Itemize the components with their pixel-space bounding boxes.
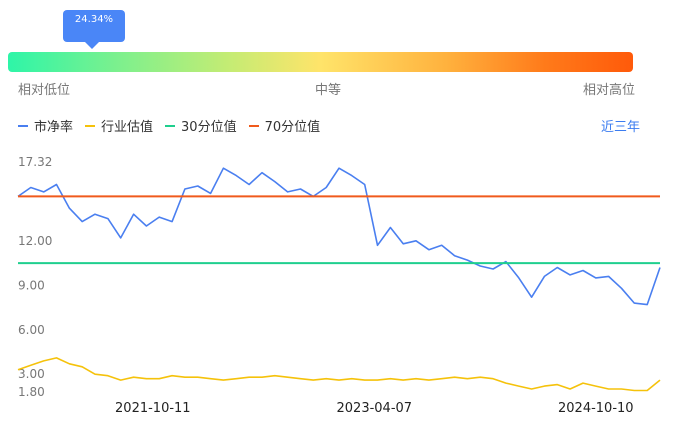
legend-label-p70: 70分位值: [264, 120, 321, 135]
x-tick-label: 2024-10-10: [558, 401, 634, 416]
legend-swatch-p70: [248, 124, 259, 127]
legend-label-pb: 市净率: [34, 120, 74, 135]
legend-swatch-pb: [18, 124, 28, 127]
gauge-low-label: 相对低位: [18, 83, 71, 98]
gauge-high-label: 相对高位: [583, 83, 636, 98]
percentile-value: 24.34%: [74, 14, 114, 25]
pb-series-line: [17, 167, 661, 306]
y-tick-label: 9.00: [18, 278, 45, 292]
gauge-mid-label: 中等: [315, 83, 342, 98]
x-tick-label: 2021-10-11: [115, 401, 191, 416]
legend-item-p70[interactable]: 70分位值: [248, 116, 321, 135]
x-tick-label: 2023-04-07: [337, 401, 413, 416]
percentile-tooltip: 24.34%: [63, 10, 125, 42]
legend-swatch-p30: [165, 124, 176, 127]
time-range-selector[interactable]: 近三年: [600, 120, 640, 135]
chart-legend: 市净率 行业估值 30分位值 70分位值: [18, 116, 326, 135]
legend-item-pb[interactable]: 市净率: [18, 116, 73, 135]
legend-label-p30: 30分位值: [181, 120, 237, 135]
valuation-gauge-bar: [8, 52, 633, 72]
legend-swatch-industry: [85, 124, 96, 127]
y-tick-label: 17.32: [18, 155, 52, 169]
y-tick-label: 12.00: [18, 234, 52, 248]
industry-series-line: [17, 357, 661, 392]
legend-item-p30[interactable]: 30分位值: [165, 116, 237, 135]
y-tick-label: 1.80: [18, 385, 45, 399]
y-tick-label: 3.00: [18, 367, 45, 381]
legend-item-industry[interactable]: 行业估值: [85, 116, 153, 135]
tooltip-pointer-icon: [84, 41, 100, 49]
y-tick-label: 6.00: [18, 323, 45, 337]
legend-label-industry: 行业估值: [101, 120, 154, 135]
